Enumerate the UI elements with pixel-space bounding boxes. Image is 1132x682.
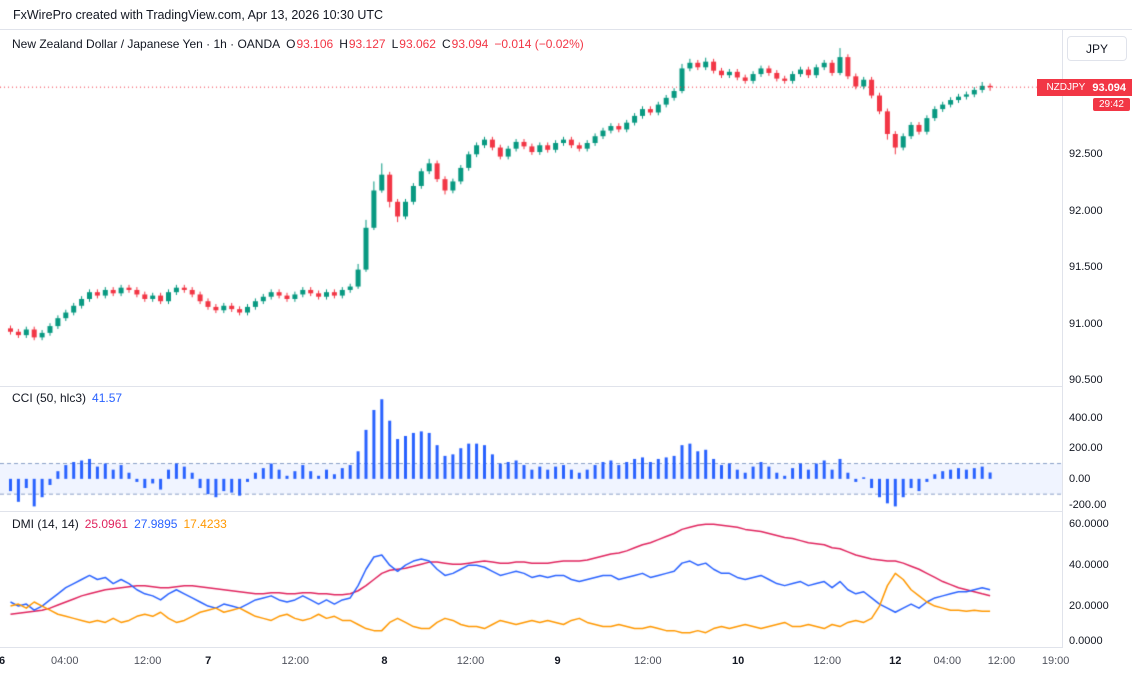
price-pane-canvas[interactable]	[0, 30, 1062, 386]
dmi-axis-tick: 40.0000	[1069, 559, 1109, 572]
time-axis[interactable]: 6 04:00 12:00 7 12:00 8 12:00 9 12:00 10 12:00 12 04…	[0, 648, 1069, 682]
dmi-legend: DMI (14, 14) 25.0961 27.9895 17.4233	[12, 517, 227, 531]
time-axis-tick: 04:00	[933, 655, 962, 667]
price-change: −0.014 (−0.02%)	[494, 37, 584, 51]
badge-symbol: NZDJPY	[1046, 82, 1086, 93]
dmi-adx-value: 25.0961	[84, 517, 129, 531]
time-axis-tick: 9	[554, 655, 561, 667]
dmi-axis-tick: 20.0000	[1069, 600, 1109, 613]
last-price-badge: NZDJPY 93.094	[1037, 79, 1132, 96]
time-axis-tick: 10	[731, 655, 745, 667]
time-axis-tick: 12:00	[456, 655, 485, 667]
badge-price: 93.094	[1092, 81, 1126, 94]
price-pane	[0, 30, 1062, 387]
dmi-axis-tick: 60.0000	[1069, 518, 1109, 531]
time-axis-tick: 12:00	[987, 655, 1016, 667]
time-axis-tick: 7	[205, 655, 212, 667]
time-axis-tick: 12:00	[281, 655, 309, 667]
ohlc-close: C 93.094	[441, 37, 489, 51]
bar-countdown-badge: 29:42	[1092, 98, 1130, 111]
cci-axis-tick: 200.00	[1069, 442, 1103, 455]
dmi-pane	[0, 512, 1062, 648]
time-axis-tick: 12:00	[133, 655, 162, 667]
dmi-plus-di-value: 27.9895	[134, 517, 178, 531]
time-axis-tick: 12:00	[634, 655, 662, 667]
dmi-axis-tick: 0.0000	[1069, 635, 1103, 647]
price-axis-tick: 92.500	[1069, 148, 1103, 161]
header-bar: FxWirePro created with TradingView.com, …	[0, 0, 1132, 30]
price-axis[interactable]	[1062, 30, 1132, 648]
cci-legend: CCI (50, hlc3) 41.57	[12, 391, 122, 405]
time-axis-tick: 19:00	[1041, 655, 1070, 667]
time-axis-tick: 12:00	[813, 655, 842, 667]
cci-value: 41.57	[92, 391, 123, 405]
ohlc-high: H 93.127	[339, 37, 386, 51]
currency-button[interactable]: JPY	[1067, 36, 1127, 61]
symbol-legend: New Zealand Dollar / Japanese Yen · 1h ·…	[12, 37, 584, 51]
price-axis-tick: 91.500	[1069, 261, 1103, 274]
dmi-indicator-title[interactable]: DMI (14, 14)	[12, 517, 79, 531]
dmi-minus-di-value: 17.4233	[183, 517, 227, 531]
ohlc-open: O 93.106	[286, 37, 334, 51]
cci-axis-tick: 400.00	[1069, 411, 1103, 424]
time-axis-tick: 6	[0, 655, 6, 667]
header-credit: FxWirePro created with TradingView.com, …	[13, 7, 384, 22]
time-axis-tick: 12	[889, 655, 902, 667]
price-axis-tick: 92.000	[1069, 204, 1103, 217]
symbol-title[interactable]: New Zealand Dollar / Japanese Yen · 1h ·…	[12, 37, 281, 51]
price-axis-tick: 90.500	[1069, 374, 1103, 386]
dmi-pane-canvas[interactable]	[0, 512, 1062, 647]
price-axis-tick: 91.000	[1069, 317, 1103, 330]
ohlc-low: L 93.062	[391, 37, 436, 51]
cci-indicator-title[interactable]: CCI (50, hlc3)	[12, 391, 87, 405]
cci-pane-canvas[interactable]	[0, 387, 1062, 511]
cci-pane	[0, 387, 1062, 512]
cci-axis-tick: -200.00	[1069, 499, 1107, 511]
time-axis-tick: 8	[381, 655, 388, 667]
time-axis-tick: 04:00	[51, 655, 79, 667]
cci-axis-tick: 0.00	[1069, 472, 1091, 485]
